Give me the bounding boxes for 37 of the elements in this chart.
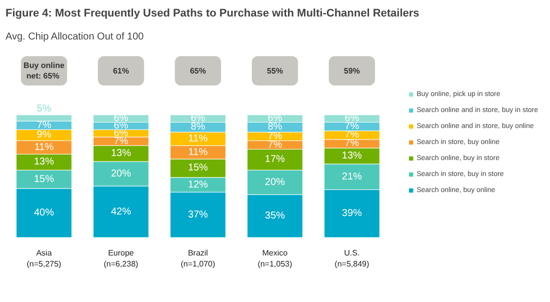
data-label: 11% bbox=[188, 146, 208, 158]
data-label: 13% bbox=[34, 156, 54, 168]
x-tick-label: Brazil (n=1,070) bbox=[180, 248, 216, 268]
text: Buy online net: 65% bbox=[24, 60, 65, 81]
data-label: 39% bbox=[342, 208, 362, 220]
data-label: 42% bbox=[110, 206, 132, 218]
data-label: 7% bbox=[36, 120, 52, 131]
data-label: 11% bbox=[188, 133, 208, 144]
data-label: 40% bbox=[34, 207, 54, 218]
chart-title: Figure 4: Most Frequently Used Paths to Purchase with Multi-Channel Retailers bbox=[6, 8, 420, 20]
data-label: 8% bbox=[268, 122, 282, 133]
data-label: 37% bbox=[188, 209, 208, 220]
data-label: 35% bbox=[264, 210, 286, 222]
data-label: 15% bbox=[34, 174, 54, 185]
data-label: 20% bbox=[110, 168, 132, 180]
x-tick-label: Asia (n=5,275) bbox=[26, 248, 62, 268]
data-label: 5% bbox=[36, 103, 52, 114]
x-tick-label: U.S. (n=5,849) bbox=[334, 248, 370, 268]
text: 59% bbox=[344, 66, 360, 76]
text: 55% bbox=[266, 66, 283, 76]
data-label: 7% bbox=[268, 130, 282, 142]
data-label: 20% bbox=[264, 176, 286, 188]
data-label: 12% bbox=[188, 179, 208, 190]
chart-subtitle: Avg. Chip Allocation Out of 100 bbox=[6, 32, 144, 42]
data-label: 13% bbox=[110, 148, 132, 160]
data-label: 21% bbox=[342, 171, 362, 182]
data-label: 15% bbox=[188, 162, 208, 174]
text: 61% bbox=[112, 66, 129, 76]
x-tick-label: Europe (n=6,238) bbox=[104, 248, 139, 268]
data-label: 17% bbox=[264, 154, 286, 166]
x-tick-label: Mexico (n=1,053) bbox=[258, 248, 292, 268]
data-label: 8% bbox=[190, 122, 206, 133]
text: 65% bbox=[190, 66, 206, 76]
data-label: 13% bbox=[342, 150, 362, 162]
data-label: 11% bbox=[34, 142, 54, 153]
data-label: 7% bbox=[114, 136, 128, 147]
data-label: 9% bbox=[36, 130, 52, 141]
